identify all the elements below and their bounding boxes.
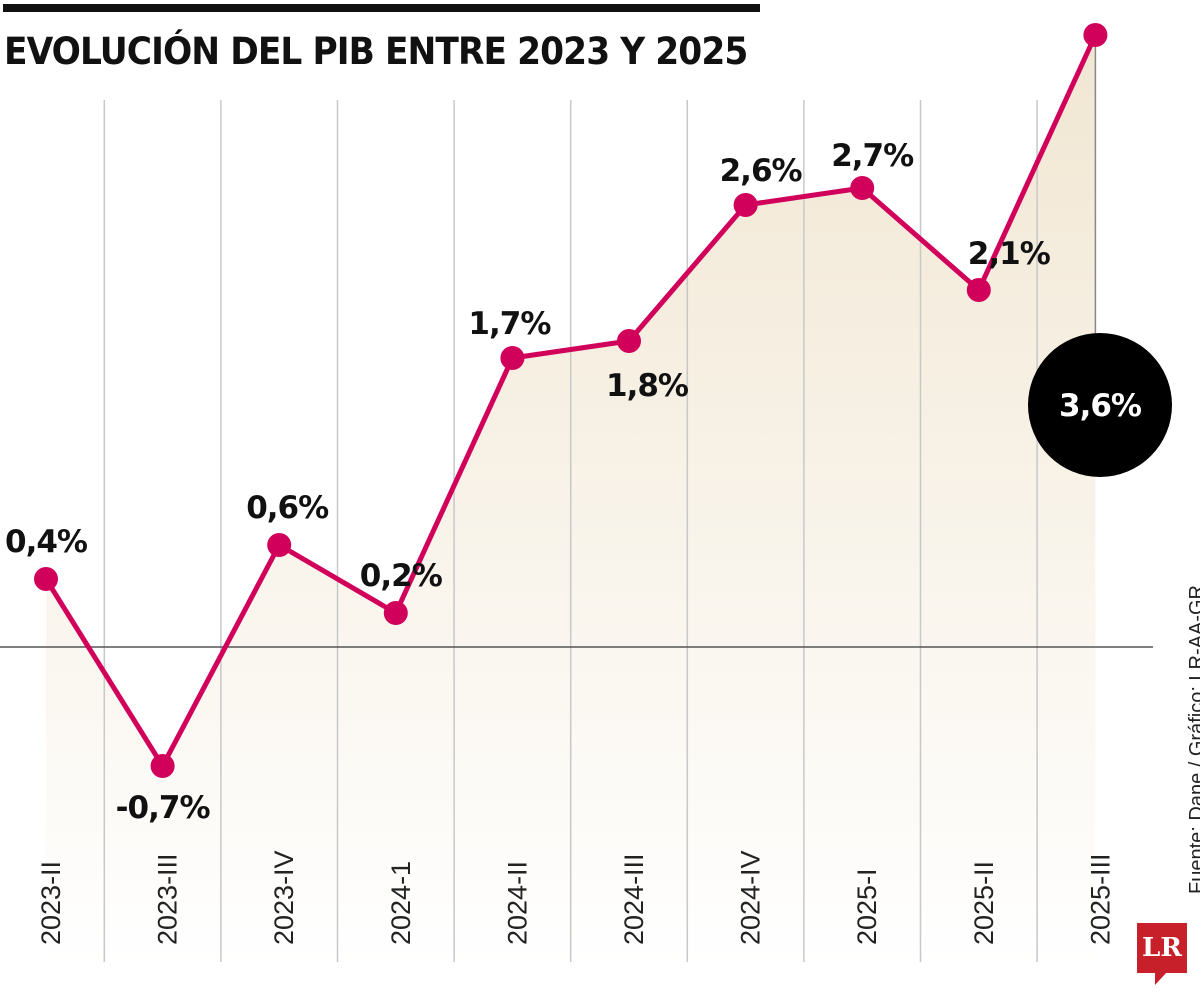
x-tick-label: 2024-IV <box>736 850 766 945</box>
x-tick-label: 2024-1 <box>386 861 416 945</box>
data-point-2024-III <box>617 329 641 353</box>
data-label: 2,1% <box>968 236 1051 272</box>
series-line <box>43 33 1098 769</box>
data-point-2024-1 <box>383 601 408 625</box>
source-note: Fuente: Dane / Gráfico: LR-AA-GR <box>1186 584 1200 894</box>
x-tick-label: 2025-I <box>852 868 882 945</box>
data-point-2025-I <box>850 176 875 200</box>
data-label: 1,7% <box>468 306 551 342</box>
highlight-label: 3,6% <box>1059 388 1142 424</box>
x-tick-label: 2023-II <box>36 861 66 945</box>
data-label: 0,4% <box>5 524 88 560</box>
data-label: 0,6% <box>246 490 329 526</box>
chart-title: EVOLUCIÓN DEL PIB ENTRE 2023 Y 2025 <box>4 30 748 73</box>
x-tick-label: 2023-III <box>153 853 183 945</box>
lr-logo: LR <box>1137 923 1187 985</box>
data-label: 2,7% <box>831 138 914 174</box>
data-label: 0,2% <box>360 558 443 594</box>
data-point-2023-III <box>150 754 175 778</box>
x-tick-label: 2023-IV <box>269 850 299 945</box>
data-point-2024-II <box>500 346 525 370</box>
data-point-2023-IV <box>267 533 292 557</box>
data-point-2025-III <box>1083 23 1108 47</box>
highlight-bubble <box>1028 333 1172 477</box>
x-tick-label: 2025-III <box>1085 853 1115 945</box>
x-tick-label: 2025-II <box>969 861 999 945</box>
data-label: 2,6% <box>720 153 803 189</box>
title-bar-rule <box>3 4 760 12</box>
data-point-2024-IV <box>733 193 758 217</box>
data-label: -0,7% <box>116 790 211 826</box>
x-tick-label: 2024-II <box>502 861 532 945</box>
data-point-2023-II <box>34 567 58 591</box>
x-tick-label: 2024-III <box>619 853 649 945</box>
data-label: 1,8% <box>606 368 689 404</box>
data-point-2025-II <box>966 278 991 302</box>
